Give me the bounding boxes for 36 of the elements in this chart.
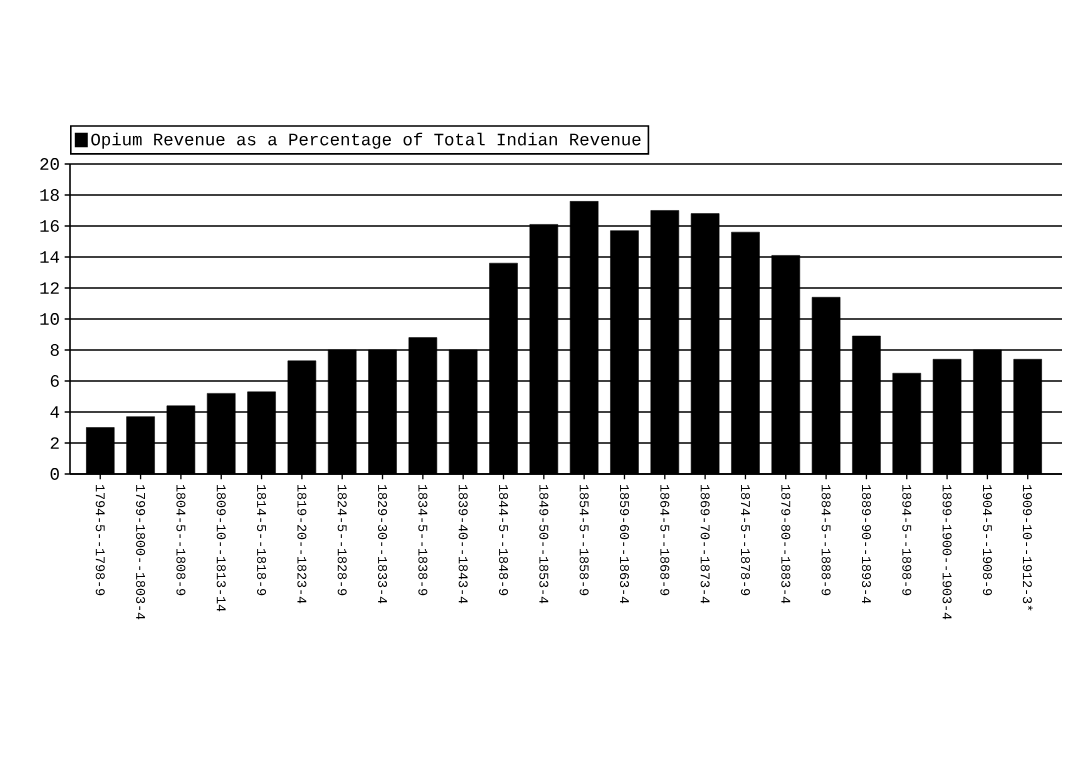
- x-tick-label: 1894-5--1898-9: [902, 485, 912, 596]
- y-tick-label: 4: [50, 406, 60, 418]
- y-tick-label: 2: [50, 437, 59, 449]
- x-tick-label: 1884-5--1888-9: [821, 485, 831, 596]
- y-tick-label: 16: [40, 220, 59, 232]
- y-tick-label: 12: [40, 282, 59, 294]
- x-tick-label: 1794-5--1798-9: [95, 485, 105, 596]
- y-tick-label: 14: [40, 251, 60, 263]
- x-tick-label: 1874-5--1878-9: [740, 485, 750, 596]
- x-tick-label: 1809-10--1813-14: [216, 485, 226, 612]
- y-tick-label: 0: [50, 468, 59, 480]
- x-tick-label: 1839-40--1843-4: [458, 485, 468, 604]
- x-tick-label: 1909-10--1912-3*: [1022, 485, 1033, 611]
- x-tick-label: 1824-5--1828-9: [337, 485, 347, 596]
- x-tick-label: 1829-30--1833-4: [378, 485, 388, 604]
- x-tick-label: 1859-60--1863-4: [619, 485, 630, 604]
- y-tick-label: 10: [40, 313, 59, 325]
- y-tick-label: 8: [50, 344, 59, 356]
- x-tick-label: 1834-5--1838-9: [418, 485, 428, 596]
- x-tick-label: 1864-5--1868-9: [660, 485, 670, 596]
- x-tick-label: 1889-90--1893-4: [861, 485, 871, 604]
- x-tick-label: 1844-5--1848-9: [498, 485, 509, 596]
- x-tick-label: 1814-5--1818-9: [257, 485, 267, 596]
- x-tick-label: 1899-1900--1903-4: [942, 485, 952, 620]
- x-tick-label: 1904-5--1908-9: [982, 485, 992, 596]
- x-tick-label: 1799-1800--1803-4: [136, 485, 146, 620]
- x-tick-label: 1819-20--1823-4: [297, 485, 307, 604]
- legend-label: Opium Revenue as a Percentage of Total Indian Revenue: [91, 132, 641, 149]
- y-tick-label: 6: [50, 375, 59, 387]
- y-tick-label: 18: [40, 189, 59, 201]
- x-tick-label: 1854-5--1858-9: [579, 485, 589, 596]
- x-tick-label: 1849-50--1853-4: [539, 485, 549, 604]
- x-tick-label: 1879-80--1883-4: [781, 485, 791, 604]
- x-tick-label: 1869-70--1873-4: [700, 485, 710, 604]
- y-tick-label: 20: [40, 158, 59, 170]
- x-tick-label: 1804-5--1808-9: [176, 485, 186, 596]
